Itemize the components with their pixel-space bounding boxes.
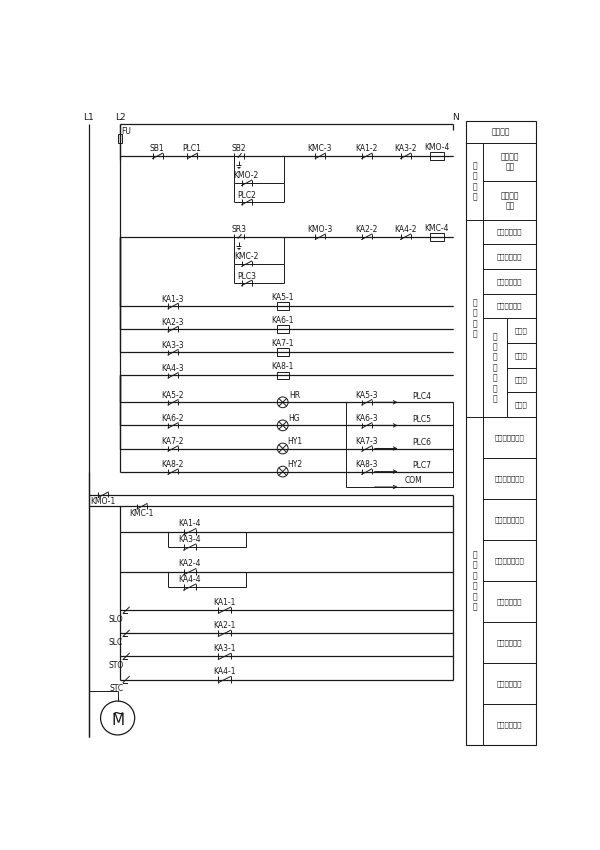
Text: KMO-4: KMO-4	[424, 143, 449, 152]
Text: KA7-3: KA7-3	[355, 437, 378, 446]
Text: KA3-4: KA3-4	[178, 535, 201, 544]
Text: KA2-4: KA2-4	[178, 559, 201, 569]
Text: 控制电源: 控制电源	[492, 128, 511, 137]
Text: 关阀行程触换: 关阀行程触换	[497, 253, 523, 260]
Text: 关阀转矩处理: 关阀转矩处理	[497, 721, 523, 728]
Text: KA4-2: KA4-2	[394, 225, 416, 235]
Text: PLC4: PLC4	[412, 392, 431, 400]
Text: M: M	[111, 713, 124, 728]
Text: 关事故: 关事故	[515, 401, 528, 408]
Text: KA4-1: KA4-1	[214, 667, 236, 677]
Text: HY2: HY2	[287, 460, 302, 469]
Text: PLC1: PLC1	[182, 144, 202, 154]
Text: SR3: SR3	[231, 225, 246, 235]
Text: KMO-1: KMO-1	[90, 497, 116, 506]
Text: 控
制
方
式: 控 制 方 式	[473, 162, 477, 201]
Text: KA2-1: KA2-1	[214, 621, 236, 630]
Text: 开阀转矩测送电: 开阀转矩测送电	[495, 475, 524, 482]
Text: COM: COM	[404, 476, 422, 485]
Text: FU: FU	[121, 127, 131, 136]
Text: N: N	[452, 113, 459, 122]
Text: 关阀行程测送电: 关阀行程测送电	[495, 516, 524, 523]
Bar	[277, 348, 289, 356]
Text: 就地远程
关阀: 就地远程 关阀	[500, 191, 519, 210]
Text: 开阀行程触换: 开阀行程触换	[497, 229, 523, 235]
Text: HY1: HY1	[287, 437, 302, 446]
Text: KA8-2: KA8-2	[161, 460, 184, 469]
Text: KA6-2: KA6-2	[161, 414, 184, 423]
Bar	[466, 122, 536, 745]
Text: 开事故: 开事故	[515, 377, 528, 383]
Text: 关阀转矩测送电: 关阀转矩测送电	[495, 557, 524, 564]
Bar	[277, 326, 289, 333]
Text: KA5-3: KA5-3	[355, 391, 378, 399]
Bar	[430, 152, 444, 160]
Text: PLC2: PLC2	[237, 190, 256, 200]
Text: 就地远程
开阀: 就地远程 开阀	[500, 152, 519, 172]
Text: PLC7: PLC7	[412, 461, 431, 470]
Text: 关阀转矩触换: 关阀转矩触换	[497, 303, 523, 309]
Text: KA4-4: KA4-4	[178, 575, 201, 584]
Text: 主
回
路
倒
送
电: 主 回 路 倒 送 电	[473, 551, 477, 611]
Text: KA8-1: KA8-1	[272, 362, 294, 371]
Text: L1: L1	[83, 113, 94, 122]
Text: KA4-3: KA4-3	[161, 364, 184, 373]
Text: KA5-1: KA5-1	[271, 293, 294, 302]
Text: SB2: SB2	[231, 144, 246, 154]
Text: KA8-3: KA8-3	[355, 460, 377, 469]
Bar	[430, 233, 444, 241]
Text: HG: HG	[289, 414, 300, 423]
Bar	[118, 133, 122, 143]
Text: SB1: SB1	[150, 144, 164, 154]
Text: KA1-2: KA1-2	[355, 144, 377, 154]
Text: 关到位: 关到位	[515, 352, 528, 359]
Text: PLC6: PLC6	[412, 438, 431, 447]
Text: KA7-2: KA7-2	[161, 437, 184, 446]
Text: 就
地
显
示
与
远
传: 就 地 显 示 与 远 传	[493, 332, 497, 404]
Text: PLC5: PLC5	[412, 415, 431, 424]
Text: KA1-4: KA1-4	[178, 519, 201, 529]
Text: KA1-1: KA1-1	[214, 598, 236, 607]
Text: STC: STC	[109, 684, 123, 694]
Bar	[277, 303, 289, 310]
Text: 信
号
处
理: 信 号 处 理	[473, 298, 477, 338]
Text: SLC: SLC	[109, 638, 123, 647]
Text: KMC-2: KMC-2	[234, 252, 259, 261]
Text: 开阀转矩触换: 开阀转矩触换	[497, 278, 523, 285]
Text: STO: STO	[109, 661, 124, 670]
Text: KMO-2: KMO-2	[233, 172, 259, 180]
Text: 关阀行程处理: 关阀行程处理	[497, 639, 523, 646]
Text: KMC-3: KMC-3	[308, 144, 332, 154]
Text: KA3-2: KA3-2	[394, 144, 416, 154]
Text: SLO: SLO	[109, 615, 124, 624]
Text: KA2-2: KA2-2	[355, 225, 377, 235]
Text: KA6-3: KA6-3	[355, 414, 378, 423]
Text: PLC3: PLC3	[237, 271, 256, 280]
Text: KA3-3: KA3-3	[161, 341, 184, 350]
Text: KMC-1: KMC-1	[130, 508, 154, 518]
Text: KA3-1: KA3-1	[214, 644, 236, 653]
Text: KA1-3: KA1-3	[161, 295, 184, 303]
Text: 开到位: 开到位	[515, 327, 528, 334]
Text: L2: L2	[115, 113, 125, 122]
Text: 开阀行程测送电: 开阀行程测送电	[495, 434, 524, 441]
Text: ~: ~	[111, 706, 124, 721]
Text: HR: HR	[289, 391, 300, 399]
Text: KA5-2: KA5-2	[161, 391, 184, 399]
Text: 开阀行程处理: 开阀行程处理	[497, 598, 523, 604]
Bar	[277, 371, 289, 379]
Text: KMO-3: KMO-3	[307, 225, 332, 235]
Text: 开阀转矩处理: 开阀转矩处理	[497, 680, 523, 687]
Text: KA7-1: KA7-1	[271, 339, 294, 348]
Text: KA2-3: KA2-3	[161, 318, 184, 326]
Text: KA6-1: KA6-1	[271, 316, 294, 326]
Text: KMC-4: KMC-4	[425, 224, 449, 233]
